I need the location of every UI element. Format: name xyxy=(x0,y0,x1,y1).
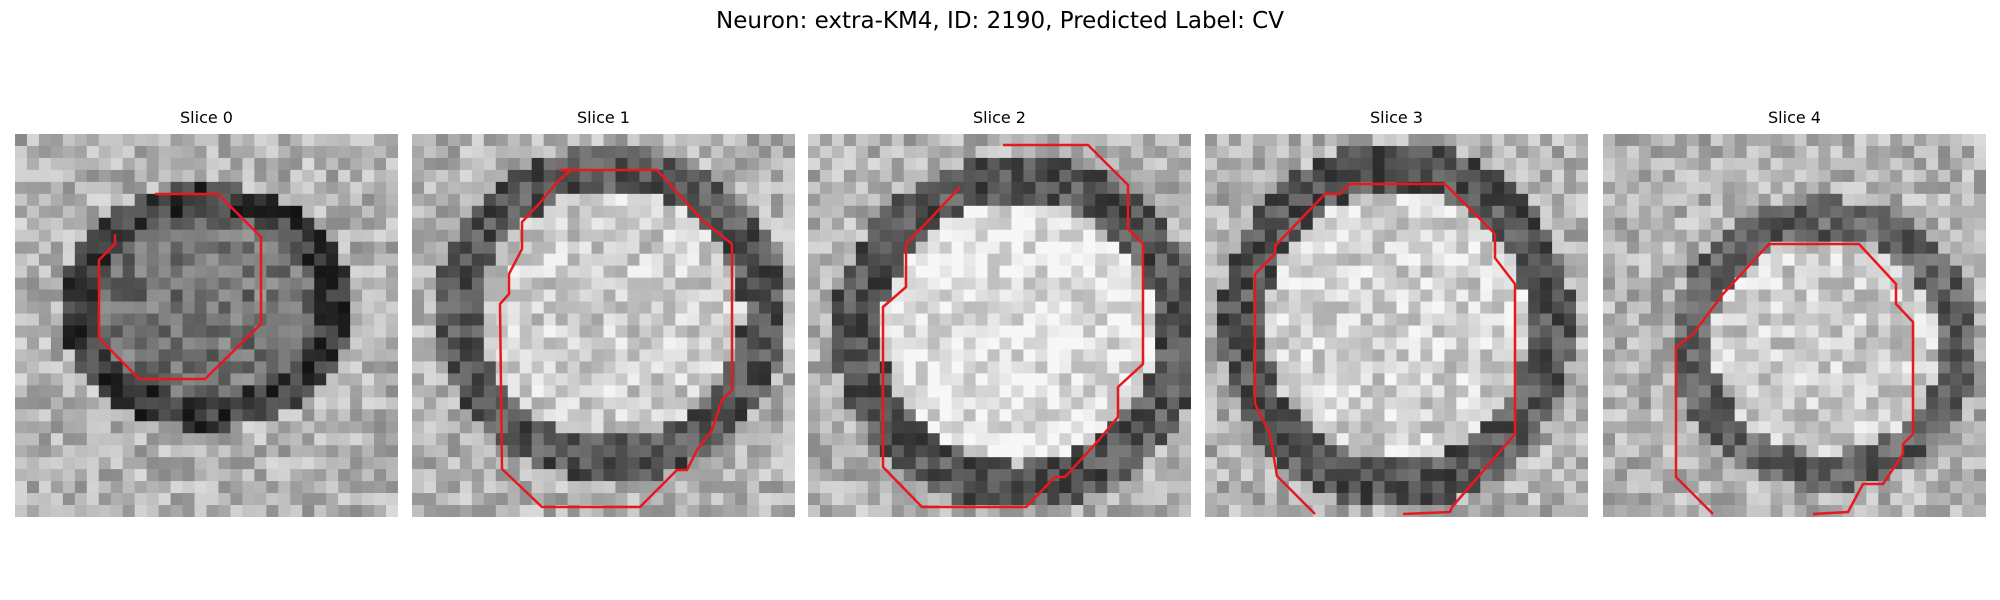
slice-image-1 xyxy=(412,134,795,517)
slice-image-4 xyxy=(1603,134,1986,517)
segmentation-contour-1 xyxy=(498,168,734,509)
slice-title-4: Slice 4 xyxy=(1768,108,1821,127)
slice-panel-2: Slice 2 xyxy=(808,108,1191,520)
segmentation-contour-4 xyxy=(1674,242,1915,516)
segmentation-contour-3 xyxy=(1253,182,1517,516)
pixel-grid-4 xyxy=(1603,134,1986,517)
slice-image-0 xyxy=(15,134,398,517)
slice-panel-3: Slice 3 xyxy=(1205,108,1588,520)
slice-panel-1: Slice 1 xyxy=(412,108,795,520)
pixel-grid-0 xyxy=(15,134,398,517)
slice-title-2: Slice 2 xyxy=(973,108,1026,127)
slice-title-3: Slice 3 xyxy=(1370,108,1423,127)
pixel-grid-2 xyxy=(808,134,1191,517)
slice-title-1: Slice 1 xyxy=(577,108,630,127)
segmentation-contour-2 xyxy=(881,143,1145,509)
slice-title-0: Slice 0 xyxy=(180,108,233,127)
pixel-grid-3 xyxy=(1205,134,1588,517)
slice-panel-4: Slice 4 xyxy=(1603,108,1986,520)
figure-title: Neuron: extra-KM4, ID: 2190, Predicted L… xyxy=(716,8,1284,34)
slice-image-3 xyxy=(1205,134,1588,517)
segmentation-contour-0 xyxy=(97,192,263,381)
slice-panel-0: Slice 0 xyxy=(15,108,398,520)
pixel-grid-1 xyxy=(412,134,795,517)
slice-image-2 xyxy=(808,134,1191,517)
